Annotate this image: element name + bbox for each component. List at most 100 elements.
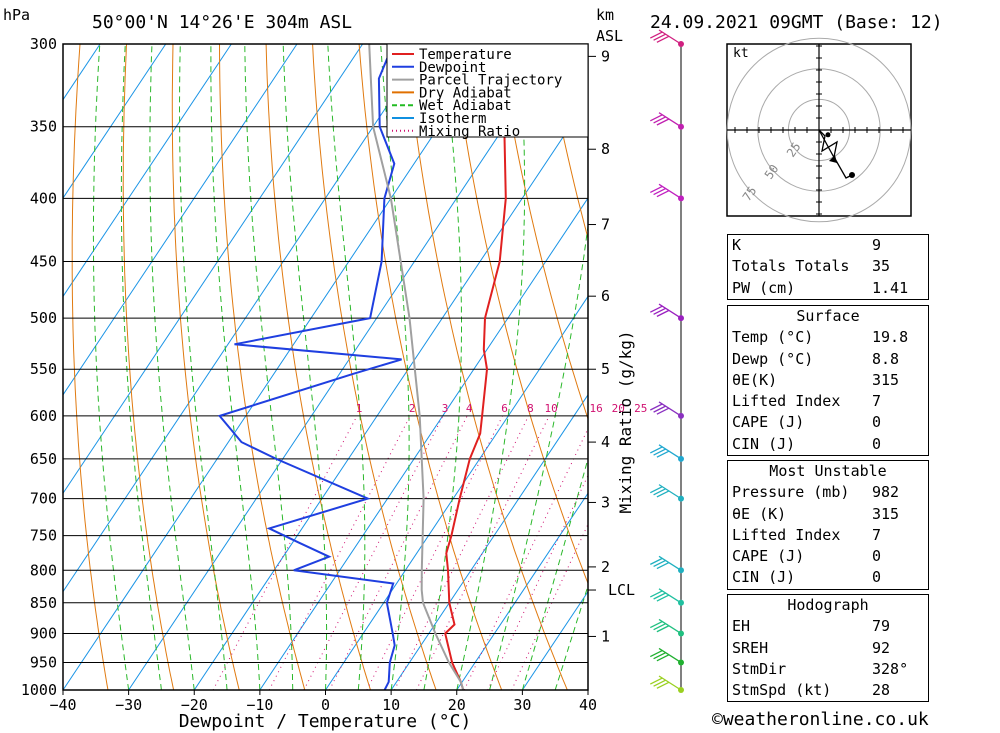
wind-barb-feather (656, 407, 670, 415)
pressure-tick-label: 550 (30, 360, 57, 378)
isotherm-line (325, 295, 588, 690)
mixing-ratio-line (511, 523, 588, 690)
isotherm-line (63, 44, 495, 690)
pressure-tick-label: 1000 (21, 681, 57, 699)
row-value: 1.41 (872, 278, 909, 297)
row-value: 982 (872, 483, 900, 502)
wind-barb-feather (653, 559, 666, 568)
x-tick-label: −20 (181, 696, 208, 714)
wind-barb-feather (653, 488, 666, 496)
wind-barb-feather (650, 446, 663, 454)
mixing-ratio-axis-label: Mixing Ratio (g/kg) (616, 330, 635, 513)
wind-barb-feather (650, 486, 663, 494)
dewpoint-profile (217, 52, 402, 690)
x-tick-label: 10 (382, 696, 400, 714)
hodograph-title: Hodograph (787, 596, 869, 614)
row-value: 8.8 (872, 349, 900, 368)
wind-barb-feather (656, 654, 670, 662)
wind-barb-feather (656, 681, 670, 689)
wind-barb-feather (653, 623, 666, 631)
km-tick-label: 3 (601, 493, 610, 511)
wind-barbs (650, 29, 684, 693)
wind-barb-feather (650, 185, 663, 194)
wind-barb-feather (653, 116, 666, 124)
x-tick-label: −40 (49, 696, 76, 714)
wind-barb-feather (653, 679, 666, 687)
row-label: Lifted Index (732, 392, 841, 411)
wind-barb-shaft (658, 675, 682, 691)
wind-barb-feather (650, 590, 663, 598)
x-tick-label: −10 (246, 696, 273, 714)
wet-adiabat-line (244, 44, 294, 690)
wind-barb-feather (656, 450, 670, 458)
storm-motion-arrowhead (829, 155, 837, 163)
wet-adiabat-line (179, 44, 228, 690)
hodograph-trace (818, 129, 853, 179)
row-value: 7 (872, 392, 882, 411)
copyright-footer[interactable]: ©weatheronline.co.uk (712, 709, 929, 730)
wet-adiabat-line (489, 222, 588, 690)
table-row: StmSpd (kt) 28 (728, 680, 928, 701)
table-row: Dewp (°C) 8.8 (728, 349, 928, 370)
row-value: 28 (872, 681, 891, 700)
table-row: CAPE (J) 0 (728, 412, 928, 433)
row-value: 315 (872, 504, 900, 523)
wind-barb-feather (656, 594, 670, 602)
wet-adiabat-line (282, 44, 328, 690)
skewt-plot-area (63, 44, 1000, 690)
pressure-tick-label: 400 (30, 189, 57, 207)
wind-barb-feather (650, 403, 663, 411)
row-value: 79 (872, 617, 891, 636)
legend-label: Parcel Trajectory (419, 73, 562, 89)
hodograph-end-dot (849, 172, 855, 178)
asl-unit-label: ASL (596, 27, 623, 45)
hodograph-start-dot (825, 132, 831, 138)
row-value: 0 (872, 568, 882, 587)
row-label: StmDir (732, 659, 787, 678)
wind-barb-shaft (658, 401, 682, 417)
row-label: θE(K) (732, 370, 778, 389)
axes: 1 2 3 4 6 8 10 16 20 2530035040045050055060065070… (21, 35, 647, 714)
table-row: θE(K) 315 (728, 370, 928, 391)
parcel-trajectory-profile (368, 44, 465, 690)
pressure-tick-label: 450 (30, 253, 57, 271)
wind-barb-feather (653, 448, 666, 456)
wind-barb-shaft (658, 618, 682, 635)
mixing-ratio-label: 8 (527, 402, 534, 415)
table-row: CIN (J) 0 (728, 567, 928, 588)
most-unstable-table: Most Unstable Pressure (mb) 982 θE (K) 315 L… (727, 460, 929, 590)
indices-table: K 9 Totals Totals 35 PW (cm) 1.41 (727, 234, 929, 300)
wind-barb-feather (650, 620, 663, 629)
datetime-title: 24.09.2021 09GMT (Base: 12) (650, 12, 943, 33)
row-value: 0 (872, 547, 882, 566)
wind-barb-feather (650, 677, 663, 685)
isotherm-line (63, 44, 298, 396)
mixing-ratio-line (487, 474, 588, 690)
mixing-ratio-label: 25 (634, 402, 647, 415)
mixing-ratio-label: 3 (442, 402, 449, 415)
pressure-tick-label: 650 (30, 450, 57, 468)
plot-frame (62, 43, 589, 691)
temperature-profile (444, 44, 515, 690)
pressure-tick-label: 950 (30, 653, 57, 671)
isotherm-line (193, 98, 588, 690)
mixing-ratio-label: 10 (545, 402, 558, 415)
dry-adiabat-line (964, 44, 1000, 690)
row-label: Pressure (mb) (732, 483, 850, 502)
row-label: EH (732, 617, 751, 636)
wind-barb-shaft (658, 303, 682, 319)
table-row: CIN (J) 0 (728, 434, 928, 455)
wind-barb-feather (650, 649, 663, 658)
hodograph-ring-label: 50 (762, 162, 782, 182)
wind-barb-feather (653, 187, 666, 196)
table-row: Temp (°C) 19.8 (728, 327, 928, 348)
row-label: CIN (J) (732, 434, 796, 453)
mixing-ratio-label: 16 (590, 402, 603, 415)
wind-barb-feather (653, 307, 666, 315)
dry-adiabat-line (71, 44, 109, 690)
wind-barb-feather (650, 557, 663, 565)
row-value: 315 (872, 370, 900, 389)
table-row: Pressure (mb) 982 (728, 482, 928, 503)
wind-barb-feather (656, 490, 670, 498)
